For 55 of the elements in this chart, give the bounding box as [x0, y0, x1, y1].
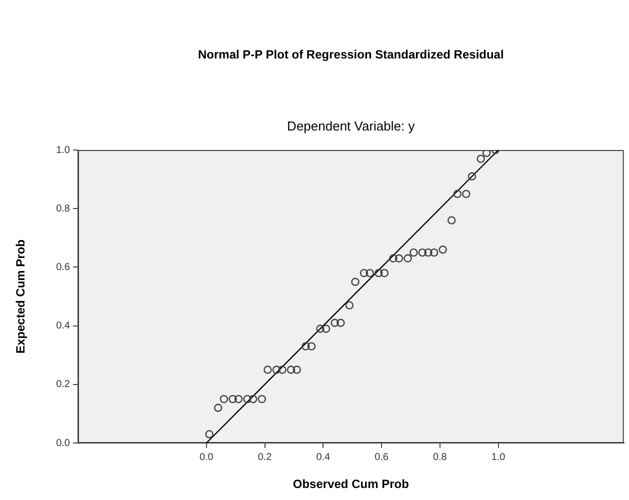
point — [228, 394, 237, 404]
chart-title: Normal P-P Plot of Regression Standardized Residual — [198, 47, 504, 62]
point — [447, 216, 456, 224]
point — [286, 366, 296, 374]
x-tick-label: 0.4 — [316, 452, 331, 463]
point — [278, 366, 286, 374]
point — [336, 318, 345, 327]
point — [322, 324, 330, 333]
point — [345, 301, 354, 310]
point — [404, 254, 412, 263]
point — [205, 430, 214, 438]
y-tick-label: 1.0 — [56, 144, 70, 156]
point — [214, 404, 222, 412]
point — [482, 150, 491, 158]
point — [410, 248, 418, 257]
point — [394, 254, 404, 263]
x-tick-label: 0.6 — [374, 452, 389, 463]
point — [453, 190, 462, 198]
point — [476, 154, 485, 163]
point — [316, 324, 324, 333]
point — [220, 394, 228, 404]
point — [380, 268, 389, 278]
point — [418, 248, 427, 257]
x-tick-label: 0.8 — [432, 452, 448, 463]
point — [264, 366, 272, 374]
x-axis-title: Observed Cum Prob — [292, 477, 409, 492]
point — [243, 394, 252, 404]
chart-subtitle: Dependent Variable: y — [287, 118, 416, 134]
y-tick-label: 0.0 — [56, 438, 70, 449]
point — [468, 172, 476, 180]
y-axis-title: Expected Cum Prob — [14, 239, 28, 354]
point — [360, 268, 368, 278]
point — [234, 394, 243, 404]
point — [366, 268, 374, 278]
point — [249, 394, 258, 404]
point — [351, 278, 360, 286]
point — [292, 366, 302, 374]
y-tick-label: 0.6 — [56, 262, 70, 273]
point — [307, 342, 316, 350]
point — [424, 248, 432, 257]
point — [462, 190, 470, 198]
point — [330, 318, 339, 327]
x-tick-label: 1.0 — [491, 452, 506, 463]
x-tick-label: 0.2 — [258, 452, 272, 463]
point — [438, 246, 447, 254]
y-tick-label: 0.8 — [56, 203, 70, 214]
y-tick-label: 0.2 — [56, 379, 70, 390]
point — [302, 342, 310, 350]
point — [272, 366, 281, 374]
point — [374, 268, 383, 278]
x-tick-label: 0.0 — [199, 452, 214, 463]
point — [430, 248, 438, 257]
point — [258, 394, 266, 404]
point — [389, 254, 398, 263]
y-tick-label: 0.4 — [56, 320, 70, 332]
